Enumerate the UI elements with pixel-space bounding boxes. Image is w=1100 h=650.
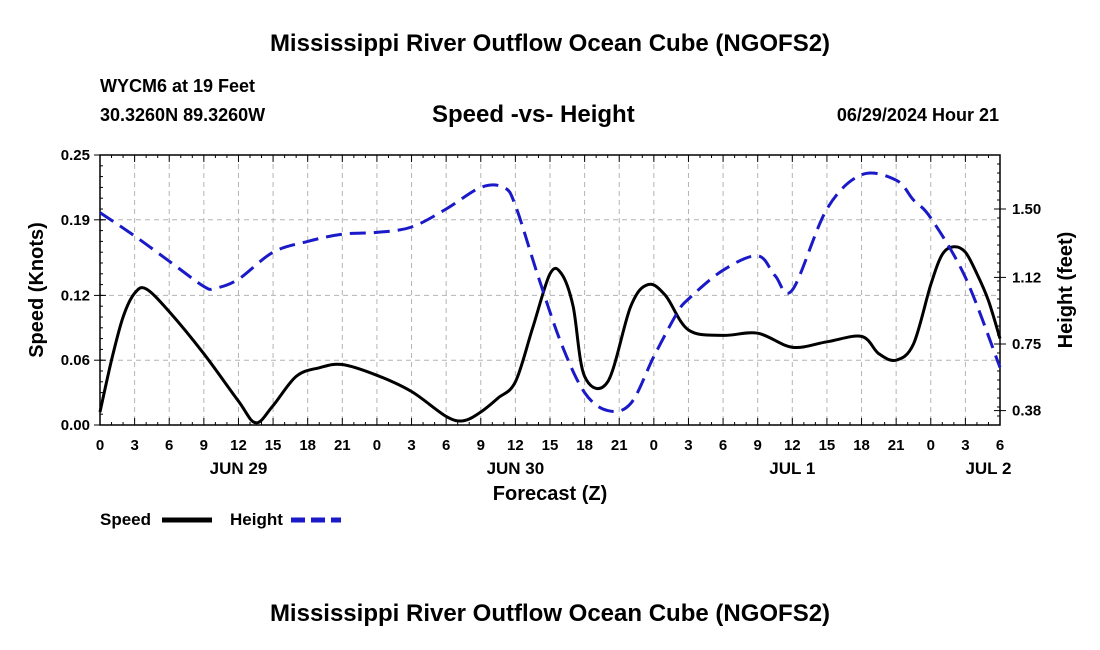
y-tick-label: 0.12 [61,287,90,304]
x-tick-label: 3 [684,437,692,454]
x-tick-label: 12 [507,437,524,454]
x-tick-label: 18 [853,437,870,454]
x-tick-label: 15 [542,437,559,454]
x-tick-label: 21 [888,437,905,454]
x-tick-label: 0 [96,437,104,454]
chart-main-title: Mississippi River Outflow Ocean Cube (NG… [269,30,831,57]
x-tick-label: 0 [927,437,935,454]
y2-axis-label: Height (feet) [1055,232,1077,349]
x-tick-label: 9 [200,437,208,454]
x-axis-ticks: 0 3 6 9 12 15 18 21 0 3 6 9 12 15 18 21 0 3 6 9 12 15 18 21 0 3 6 J… [96,155,1011,478]
y2-tick-label: 1.50 [1012,201,1041,218]
legend-label-speed: Speed [100,510,151,529]
coordinates-label: 30.3260N 89.3260W [100,105,266,125]
y2-tick-label: 0.38 [1012,403,1041,420]
y2-axis-ticks: 0.38 0.75 1.12 1.50 [994,163,1041,420]
x-tick-label: 18 [576,437,593,454]
series-layer [98,171,1002,425]
x-tick-label: 0 [373,437,381,454]
x-tick-label: 15 [819,437,836,454]
date-label: JUL 1 [769,459,815,478]
x-tick-label: 15 [265,437,282,454]
x-tick-label: 21 [611,437,628,454]
legend: Speed Height [100,510,341,529]
x-tick-label: 3 [407,437,415,454]
y-axis-ticks: 0.00 0.06 0.12 0.19 0.25 [61,147,106,434]
x-tick-label: 6 [442,437,450,454]
forecast-datetime: 06/29/2024 Hour 21 [836,105,999,125]
y2-tick-label: 0.75 [1012,336,1041,353]
x-tick-label: 6 [165,437,173,454]
x-tick-label: 12 [784,437,801,454]
x-tick-label: 3 [130,437,138,454]
date-label: JUN 29 [210,459,268,478]
footer-title: Mississippi River Outflow Ocean Cube (NG… [269,600,831,627]
y-axis-label: Speed (Knots) [26,222,48,358]
x-tick-label: 12 [230,437,247,454]
station-label: WYCM6 at 19 Feet [100,76,256,96]
y-tick-label: 0.25 [61,147,90,164]
date-label: JUL 2 [965,459,1011,478]
chart-subtitle: Speed -vs- Height [432,101,635,128]
y-tick-label: 0.00 [61,417,90,434]
y2-tick-label: 1.12 [1012,269,1041,286]
x-tick-label: 18 [299,437,316,454]
speed-series-line [98,245,1002,425]
x-tick-label: 6 [996,437,1004,454]
y-tick-label: 0.19 [61,212,90,229]
date-label: JUN 30 [487,459,545,478]
x-tick-label: 6 [719,437,727,454]
x-tick-label: 21 [334,437,351,454]
height-series-line [99,171,1002,413]
x-tick-label: 0 [650,437,658,454]
legend-label-height: Height [230,510,283,529]
y-tick-label: 0.06 [61,352,90,369]
x-tick-label: 9 [754,437,762,454]
x-axis-label: Forecast (Z) [493,483,607,505]
grid-lines [99,155,1001,425]
x-tick-label: 3 [961,437,969,454]
x-tick-label: 9 [477,437,485,454]
